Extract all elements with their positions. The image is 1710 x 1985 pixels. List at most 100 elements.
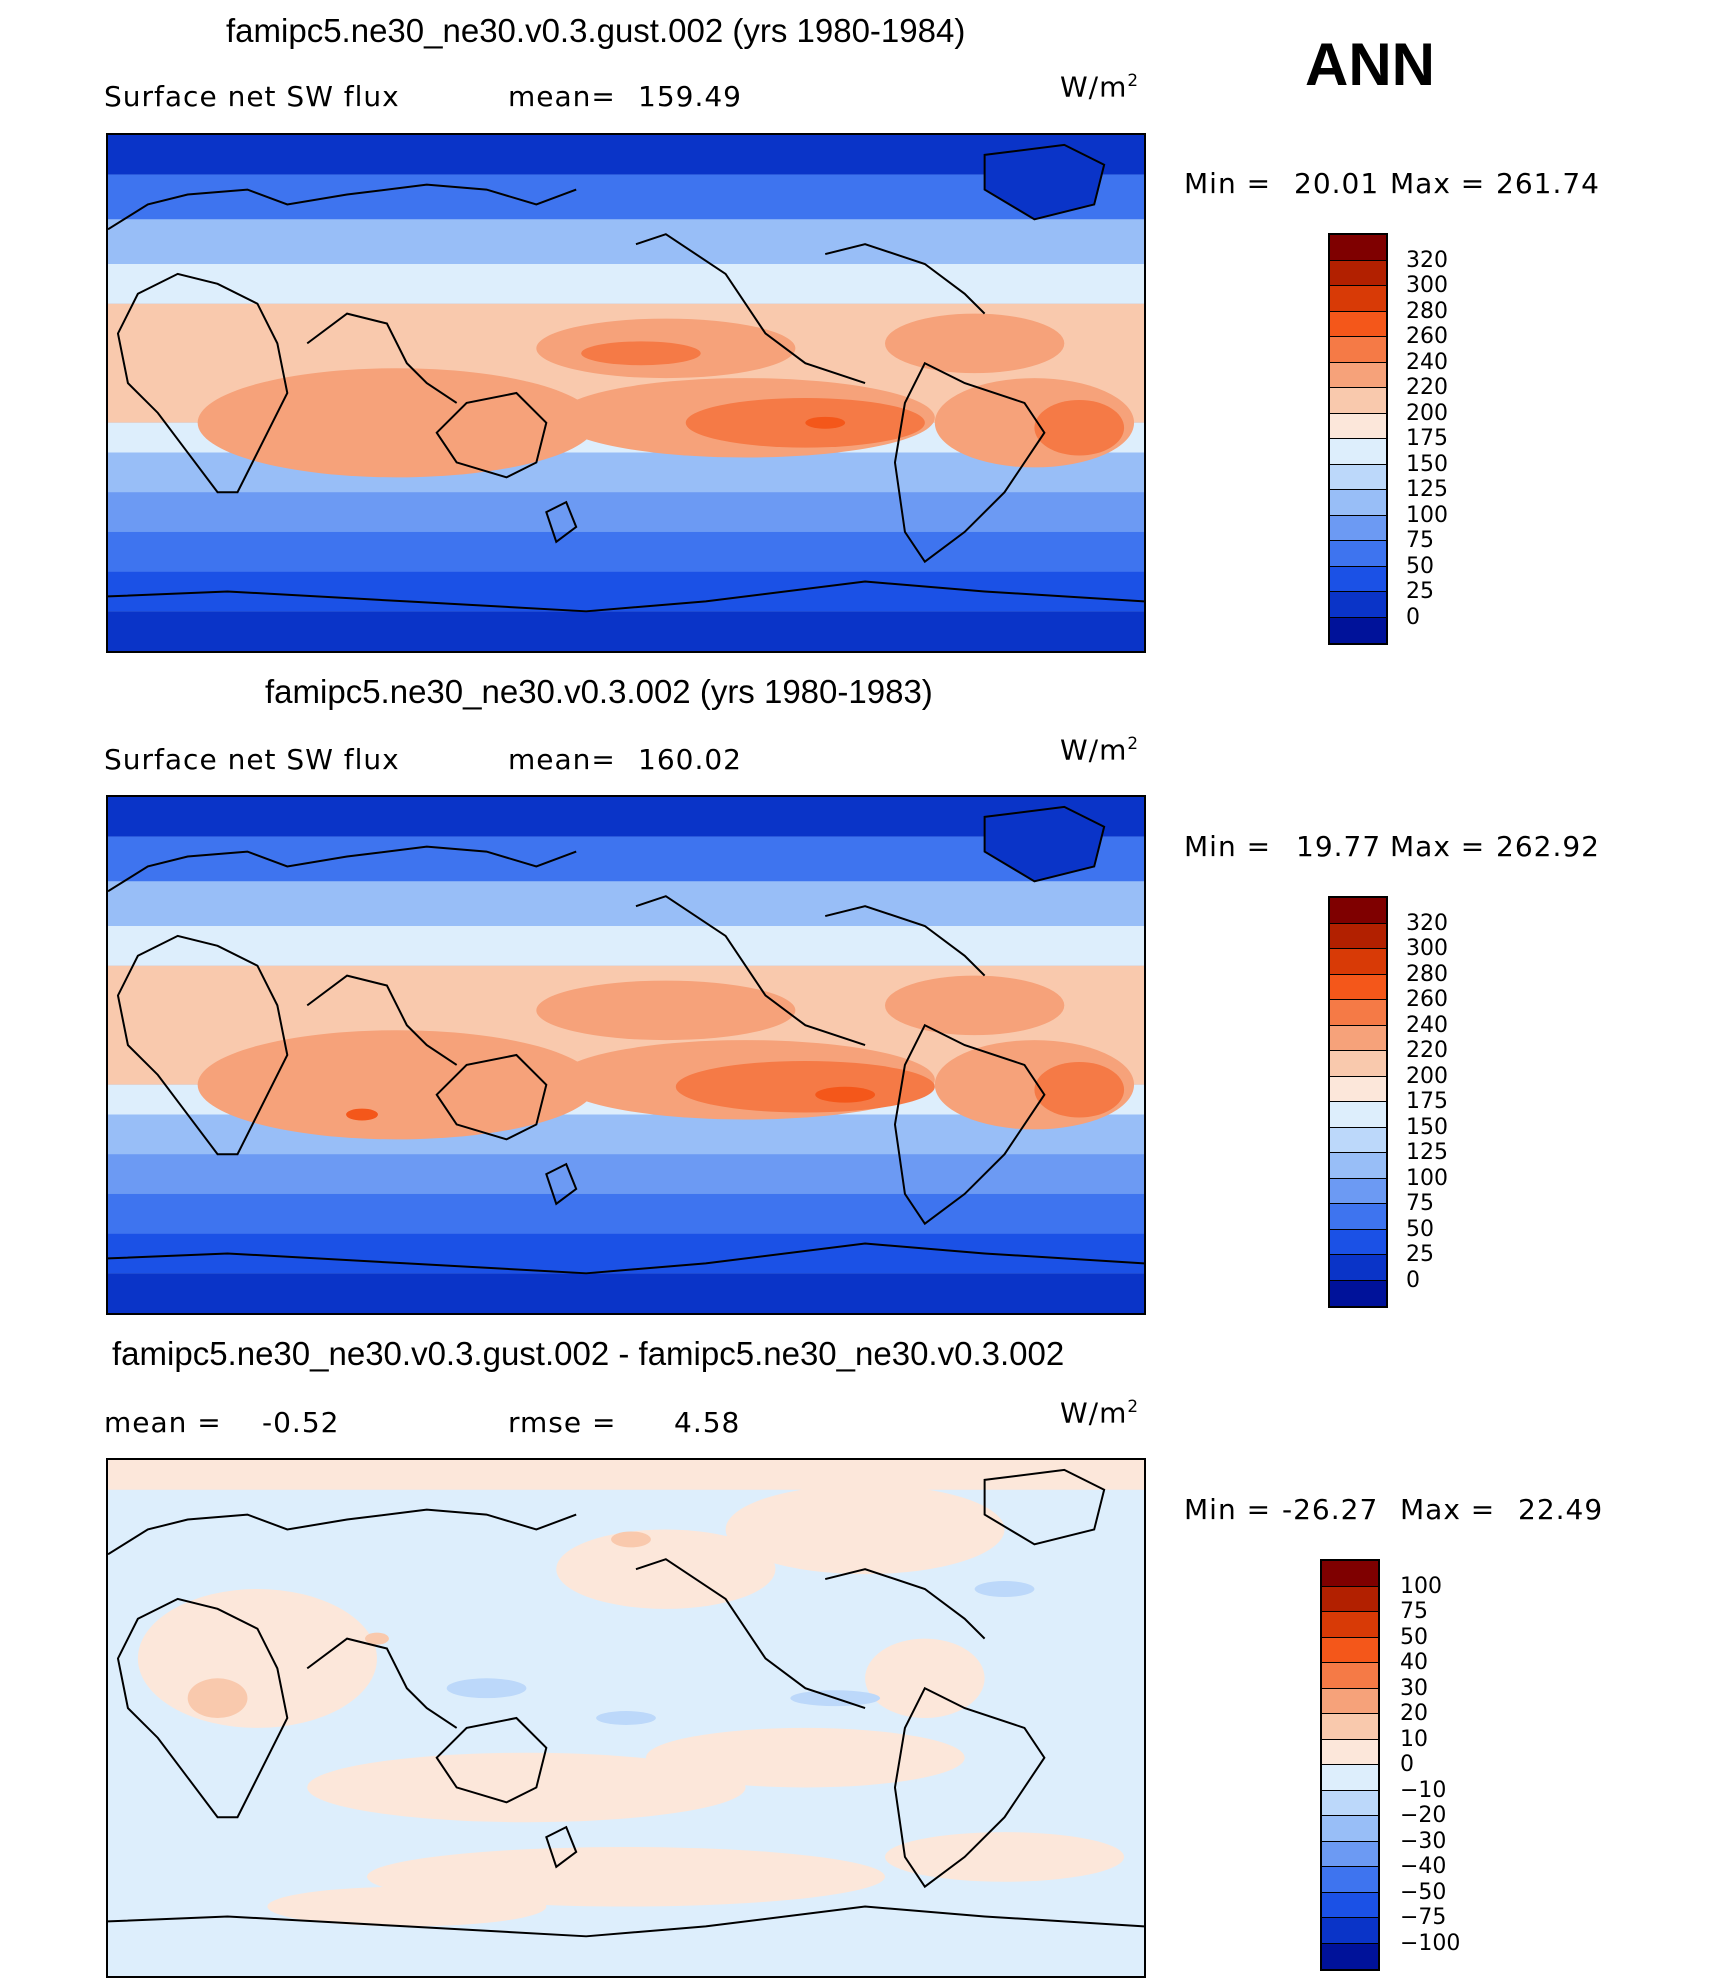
colorbar-swatch	[1330, 1204, 1386, 1230]
colorbar-swatch	[1330, 515, 1386, 541]
colorbar-tick-label: −20	[1400, 1803, 1447, 1828]
colorbar-tick-label: 240	[1406, 1012, 1448, 1038]
colorbar-swatch	[1322, 1561, 1378, 1587]
colorbar-swatch	[1322, 1739, 1378, 1765]
panel2-colorbar	[1328, 896, 1388, 1308]
colorbar-tick-label: −30	[1400, 1828, 1447, 1854]
panel3-mean-label: mean =	[104, 1406, 222, 1439]
colorbar-tick-label: 50	[1400, 1624, 1428, 1650]
colorbar-swatch	[1330, 1127, 1386, 1153]
colorbar-swatch	[1330, 286, 1386, 312]
panel2-mean-value: 160.02	[638, 743, 742, 776]
colorbar-swatch	[1330, 235, 1386, 261]
colorbar-swatch	[1322, 1688, 1378, 1714]
panel3-min-label: Min =	[1184, 1493, 1272, 1526]
panel3-mean-value: -0.52	[262, 1406, 340, 1439]
colorbar-tick-label: 200	[1406, 1063, 1448, 1089]
colorbar-tick-label: −50	[1400, 1879, 1447, 1905]
panel1-min-label: Min =	[1184, 167, 1272, 200]
colorbar-tick-label: 0	[1400, 1752, 1414, 1777]
panel1-max-label: Max =	[1390, 167, 1486, 200]
colorbar-tick-label: 100	[1400, 1573, 1442, 1599]
panel1-colorbar	[1328, 233, 1388, 645]
colorbar-tick-label: 320	[1406, 910, 1448, 936]
colorbar-tick-label: 20	[1400, 1701, 1428, 1726]
colorbar-swatch	[1330, 311, 1386, 337]
colorbar-tick-label: −10	[1400, 1777, 1447, 1803]
colorbar-tick-label: 50	[1406, 553, 1434, 579]
panel3-title: famipc5.ne30_ne30.v0.3.gust.002 - famipc…	[112, 1335, 1065, 1372]
colorbar-swatch	[1330, 898, 1386, 924]
colorbar-swatch	[1322, 1918, 1378, 1944]
panel2-variable-label: Surface net SW flux	[104, 743, 400, 776]
panel2-units: W/m2	[1060, 733, 1140, 767]
colorbar-tick-label: 25	[1406, 1242, 1434, 1267]
panel3-colorbar	[1320, 1559, 1380, 1971]
colorbar-swatch	[1330, 617, 1386, 643]
panel1-min-value: 20.01	[1294, 167, 1380, 200]
panel3-rmse-value: 4.58	[674, 1406, 741, 1439]
panel1-units: W/m2	[1060, 70, 1140, 104]
colorbar-tick-label: 50	[1406, 1216, 1434, 1242]
colorbar-swatch	[1330, 337, 1386, 363]
colorbar-tick-label: −100	[1400, 1930, 1461, 1956]
colorbar-swatch	[1330, 592, 1386, 618]
panel1-variable-label: Surface net SW flux	[104, 80, 400, 113]
colorbar-swatch	[1330, 362, 1386, 388]
colorbar-swatch	[1322, 1790, 1378, 1816]
panel3-rmse-label: rmse =	[508, 1406, 617, 1439]
colorbar-swatch	[1322, 1841, 1378, 1867]
colorbar-tick-label: 320	[1406, 247, 1448, 273]
colorbar-swatch	[1330, 1025, 1386, 1051]
colorbar-swatch	[1330, 413, 1386, 439]
colorbar-swatch	[1330, 923, 1386, 949]
colorbar-tick-label: 300	[1406, 273, 1448, 298]
colorbar-swatch	[1330, 490, 1386, 516]
panel2-mean-label: mean=	[508, 743, 616, 776]
colorbar-swatch	[1330, 464, 1386, 490]
colorbar-swatch	[1330, 1051, 1386, 1077]
colorbar-tick-label: 200	[1406, 400, 1448, 426]
colorbar-swatch	[1330, 1255, 1386, 1281]
colorbar-swatch	[1330, 1076, 1386, 1102]
colorbar-tick-label: 40	[1400, 1650, 1428, 1675]
colorbar-swatch	[1322, 1714, 1378, 1740]
colorbar-tick-label: 240	[1406, 349, 1448, 375]
panel3-max-label: Max =	[1400, 1493, 1496, 1526]
colorbar-tick-label: 0	[1406, 1267, 1420, 1293]
colorbar-swatch	[1330, 541, 1386, 567]
colorbar-swatch	[1322, 1892, 1378, 1918]
panel3-map	[106, 1458, 1146, 1978]
colorbar-tick-label: 150	[1406, 1114, 1448, 1140]
colorbar-tick-label: 125	[1406, 477, 1448, 502]
colorbar-tick-label: 260	[1406, 324, 1448, 349]
colorbar-tick-label: 280	[1406, 961, 1448, 987]
colorbar-swatch	[1322, 1765, 1378, 1791]
panel1-mean-value: 159.49	[638, 80, 742, 113]
colorbar-swatch	[1330, 1229, 1386, 1255]
colorbar-tick-label: 100	[1406, 502, 1448, 528]
colorbar-swatch	[1330, 566, 1386, 592]
colorbar-tick-label: 220	[1406, 375, 1448, 400]
colorbar-tick-label: −40	[1400, 1854, 1447, 1879]
colorbar-tick-label: 100	[1406, 1165, 1448, 1191]
colorbar-tick-label: 25	[1406, 579, 1434, 604]
panel2-min-value: 19.77	[1296, 830, 1382, 863]
season-label: ANN	[1305, 31, 1435, 98]
colorbar-tick-label: 260	[1406, 987, 1448, 1012]
colorbar-swatch	[1330, 1153, 1386, 1179]
colorbar-tick-label: 150	[1406, 451, 1448, 477]
panel1-title: famipc5.ne30_ne30.v0.3.gust.002 (yrs 198…	[226, 12, 966, 49]
colorbar-tick-label: 220	[1406, 1038, 1448, 1063]
colorbar-tick-label: 75	[1406, 528, 1434, 553]
panel3-units: W/m2	[1060, 1396, 1140, 1430]
colorbar-swatch	[1330, 974, 1386, 1000]
panel2-min-label: Min =	[1184, 830, 1272, 863]
colorbar-tick-label: 300	[1406, 936, 1448, 961]
colorbar-swatch	[1330, 439, 1386, 465]
panel3-max-value: 22.49	[1518, 1493, 1604, 1526]
colorbar-tick-label: 125	[1406, 1140, 1448, 1165]
colorbar-swatch	[1330, 1000, 1386, 1026]
panel1-map	[106, 133, 1146, 653]
panel1-max-value: 261.74	[1496, 167, 1600, 200]
